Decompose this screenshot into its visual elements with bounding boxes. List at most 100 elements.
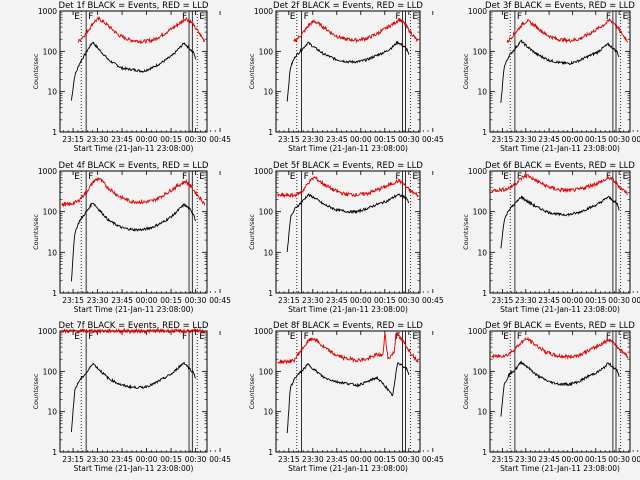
chart-panel-1f: Det 1f BLACK = Events, RED = LLD 1 10 100 10… xyxy=(32,1,231,153)
interval-marker-label: E xyxy=(74,332,80,342)
x-tick-label: 00:00 xyxy=(562,135,584,144)
y-tick-label: 1000 xyxy=(468,327,487,336)
x-tick-label: 00:00 xyxy=(350,455,372,464)
interval-marker-label: F xyxy=(517,172,522,182)
x-tick-label: 23:45 xyxy=(538,455,560,464)
x-tick-label: 23:45 xyxy=(538,296,560,305)
x-tick-label: 00:15 xyxy=(160,135,182,144)
x-axis-label: Start Time (21-Jan-11 23:08:00) xyxy=(74,144,194,153)
chart-panel-6f: Det 6f BLACK = Events, RED = LLD 1 10 100 10… xyxy=(462,161,640,314)
x-axis-label: Start Time (21-Jan-11 23:08:00) xyxy=(288,305,408,314)
y-tick-label: 100 xyxy=(259,47,274,56)
x-tick-label: 00:15 xyxy=(374,455,396,464)
series-line-lld xyxy=(491,336,629,360)
y-axis: 1 10 100 1000 xyxy=(254,167,420,298)
y-tick-label: 1 xyxy=(52,289,57,298)
interval-marker-label: F xyxy=(395,172,400,182)
y-tick-label: 10 xyxy=(263,408,273,417)
interval-marker-label: F xyxy=(182,172,187,182)
interval-marker-label: F xyxy=(517,12,522,22)
series-line-lld xyxy=(277,176,419,199)
x-tick-label: 23:30 xyxy=(302,455,324,464)
y-tick-label: 1000 xyxy=(468,7,487,16)
x-tick-label: 00:30 xyxy=(608,135,630,144)
x-axis-label: Start Time (21-Jan-11 23:08:00) xyxy=(288,144,408,153)
y-axis: 1 10 100 1000 xyxy=(468,7,630,137)
x-axis-label: Start Time (21-Jan-11 23:08:00) xyxy=(500,464,620,473)
y-tick-label: 100 xyxy=(259,367,274,376)
x-tick-label: 00:45 xyxy=(422,296,444,305)
x-tick-label: 00:15 xyxy=(374,135,396,144)
x-tick-label: 23:30 xyxy=(87,135,109,144)
chart-title: Det 1f BLACK = Events, RED = LLD xyxy=(59,1,209,11)
x-tick-label: 00:30 xyxy=(185,135,207,144)
x-tick-label: 23:30 xyxy=(87,455,109,464)
y-axis-label: Counts/sec xyxy=(248,373,256,409)
x-tick-label: 23:30 xyxy=(87,296,109,305)
y-tick-label: 1 xyxy=(482,448,487,457)
y-axis-label: Counts/sec xyxy=(462,214,470,250)
y-tick-label: 100 xyxy=(43,47,58,56)
series-line-events xyxy=(286,362,410,434)
interval-marker-label: E xyxy=(503,172,509,182)
chart-panel-9f: Det 9f BLACK = Events, RED = LLD 1 10 100 10… xyxy=(462,321,640,473)
x-tick-label: 00:30 xyxy=(185,455,207,464)
y-axis: 1 10 100 1000 xyxy=(38,167,207,298)
x-tick-label: 00:15 xyxy=(585,455,607,464)
y-tick-label: 1000 xyxy=(38,7,57,16)
y-tick-label: 1000 xyxy=(254,327,273,336)
x-tick-label: 23:15 xyxy=(492,455,514,464)
chart-panel-3f: Det 3f BLACK = Events, RED = LLD 1 10 100 10… xyxy=(462,1,640,153)
x-tick-label: 00:30 xyxy=(608,296,630,305)
interval-marker-label: F xyxy=(88,172,93,182)
interval-marker-label: E xyxy=(503,12,509,22)
interval-marker-label: E xyxy=(412,12,418,22)
y-axis: 1 10 100 1000 xyxy=(254,327,420,457)
y-axis: 1 10 100 1000 xyxy=(468,327,630,457)
x-tick-label: 00:45 xyxy=(632,296,640,305)
x-tick-label: 23:30 xyxy=(302,296,324,305)
interval-marker-label: F xyxy=(304,12,309,22)
y-axis: 1 10 100 1000 xyxy=(38,327,207,457)
y-tick-label: 1000 xyxy=(468,167,487,176)
chart-title: Det 4f BLACK = Events, RED = LLD xyxy=(59,161,209,171)
x-tick-label: 00:00 xyxy=(562,296,584,305)
chart-title: Det 9f BLACK = Events, RED = LLD xyxy=(485,321,635,331)
interval-marker-label: E xyxy=(199,12,205,22)
interval-marker-label: E xyxy=(412,332,418,342)
x-tick-label: 00:15 xyxy=(374,296,396,305)
interval-marker-label: F xyxy=(304,172,309,182)
x-tick-label: 00:15 xyxy=(160,455,182,464)
chart-title: Det 2f BLACK = Events, RED = LLD xyxy=(273,1,423,11)
chart-title: Det 7f BLACK = Events, RED = LLD xyxy=(59,321,209,331)
interval-marker-label: F xyxy=(304,332,309,342)
series-line-events xyxy=(500,360,620,417)
interval-marker-label: F xyxy=(182,332,187,342)
x-tick-label: 23:30 xyxy=(515,455,537,464)
y-axis-label: Counts/sec xyxy=(32,214,40,250)
y-tick-label: 100 xyxy=(43,367,58,376)
series-line-lld xyxy=(491,173,629,195)
x-axis-label: Start Time (21-Jan-11 23:08:00) xyxy=(74,464,194,473)
y-tick-label: 1 xyxy=(482,289,487,298)
interval-marker-label: E xyxy=(623,12,629,22)
y-tick-label: 1 xyxy=(482,128,487,137)
x-tick-label: 00:00 xyxy=(350,135,372,144)
x-tick-label: 00:45 xyxy=(209,296,231,305)
interval-marker-label: E xyxy=(623,332,629,342)
y-tick-label: 1 xyxy=(268,128,273,137)
x-tick-label: 23:45 xyxy=(538,135,560,144)
chart-title: Det 3f BLACK = Events, RED = LLD xyxy=(485,1,635,11)
x-tick-label: 23:45 xyxy=(326,455,348,464)
x-tick-label: 00:30 xyxy=(398,455,420,464)
y-tick-label: 1 xyxy=(52,448,57,457)
interval-marker-label: E xyxy=(74,12,80,22)
x-tick-label: 00:15 xyxy=(585,296,607,305)
y-tick-label: 10 xyxy=(477,88,487,97)
x-tick-label: 23:15 xyxy=(492,135,514,144)
